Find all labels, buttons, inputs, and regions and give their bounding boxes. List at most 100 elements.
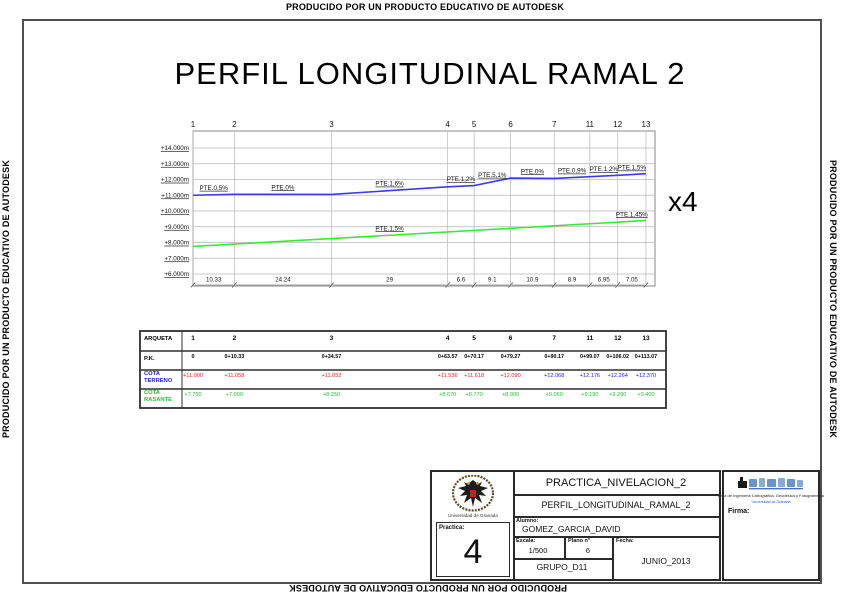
arqueta-cell: 6 [508,335,513,342]
station-number: 12 [613,120,622,129]
vertical-exaggeration-note: x4 [668,186,698,217]
plano-value: 6 [585,546,591,555]
pk-cell: 0+99.07 [580,354,600,360]
arqueta-cell: 5 [472,335,476,342]
station-number: 1 [191,120,196,129]
fecha-value: JUNIO_2013 [641,556,691,566]
cota-rasante-cell: +9.400 [637,392,655,398]
partial-distance-label: 10.9 [526,277,539,284]
drawing-title: PERFIL LONGITUDINAL RAMAL 2 [174,56,686,91]
slope-label: PTE.1,2% [590,166,619,173]
partial-distance-label: 29 [386,277,393,284]
station-number: 2 [232,120,237,129]
cota-rasante-cell: +7.750 [184,392,202,398]
table-row-header: ARQUETA [144,336,173,342]
title-block: Universidad de Granada Practica: 4 PRACT… [430,470,721,581]
university-name: Universidad de Granada [448,513,498,518]
station-number: 11 [586,120,595,129]
dimension-tick [445,282,451,288]
dimension-tick [643,282,649,288]
sheet-border [22,19,822,584]
title-block-divider [513,494,719,496]
pk-cell: 0+106.02 [606,354,630,360]
fecha-label: Fecha: [616,538,634,544]
elevation-axis-label: +13.000m [161,161,189,168]
slope-label: PTE.1,5% [375,225,404,232]
pk-cell: 0+79.27 [500,354,521,360]
dimension-tick [190,282,196,288]
cota-rasante-cell: +8.250 [322,392,341,398]
escala-value: 1/500 [528,546,548,555]
elevation-axis-label: +11.000m [161,192,189,199]
cota-rasante-cell: +9.290 [609,392,627,398]
elevation-axis-label: +8.000m [164,240,189,247]
plot-border [192,130,656,287]
cota-rasante-cell: +8.900 [501,392,520,398]
arqueta-cell: 7 [552,335,557,342]
dimension-tick [471,282,477,288]
partial-distance-label: 6.6 [457,277,466,284]
slope-label: PTE.0% [521,168,544,175]
cota-rasante-cell: +9.060 [545,392,563,398]
terreno-profile-line [192,172,647,197]
elevation-axis-label: +12.000m [161,177,189,184]
cota-terreno-cell: +11.000 [183,373,203,379]
cota-terreno-cell: +11.536 [437,373,458,379]
table-row-header: TERRENO [144,378,173,384]
cota-rasante-cell: +9.190 [581,392,599,398]
escala-label: Escala: [516,538,536,544]
plano-label: Plano n° [568,538,591,544]
elevation-axis-label: +9.000m [164,224,189,231]
autodesk-banner-top: PRODUCIDO POR UN PRODUCTO EDUCATIVO DE A… [285,2,565,12]
elevation-axis-label: +6.000m [164,271,189,278]
dimension-tick [587,282,593,288]
dimension-tick [615,282,621,288]
arqueta-cell: 4 [445,335,450,342]
logo-caption-2: Universidad de Granada [751,500,791,504]
cota-rasante-cell: +8.770 [465,392,483,398]
practica-label: Practica: [439,525,465,531]
cota-terreno-cell: +11.058 [224,373,245,379]
arqueta-cell: 12 [614,335,622,342]
university-crest-icon [452,475,494,512]
elevation-axis-label: +14.000m [161,145,189,152]
station-number: 13 [642,120,651,129]
cota-rasante-cell: +7.900 [225,392,244,398]
station-number: 7 [552,120,557,129]
partial-distance-label: 9.1 [488,277,497,284]
title-block-divider [564,536,566,558]
title-block-divider [513,536,719,538]
cota-terreno-cell: +11.052 [321,373,342,379]
partial-distance-label: 10.33 [206,277,222,284]
partial-distance-label: 8.9 [568,277,577,284]
cota-rasante-cell: +8.670 [439,392,457,398]
slope-label: PTE.1,2% [447,176,476,183]
drawing-name: PERFIL_LONGITUDINAL_RAMAL_2 [541,500,691,510]
cota-terreno-cell: +11.618 [464,373,485,379]
pk-cell: 0+63.57 [437,354,458,360]
cota-terreno-cell: +12.068 [544,373,565,379]
rasante-profile-line [192,219,647,248]
alumno-value: GOMEZ_GARCIA_DAVID [522,524,621,534]
alumno-label: Alumno: [516,518,539,524]
title-block-divider [513,472,515,579]
cota-terreno-cell: +12.264 [607,373,628,379]
dimension-tick [551,282,557,288]
practica-number: 4 [463,533,483,571]
station-number: 4 [445,120,450,129]
title-block-divider [513,558,612,560]
table-row-header: COTA [144,371,160,377]
cota-terreno-cell: +12.090 [500,373,521,379]
station-number: 5 [472,120,477,129]
dimension-tick [328,282,335,288]
slope-label: PTE.1,6% [375,181,404,188]
pk-cell: 0 [191,354,195,360]
pk-cell: 0+70.17 [464,354,484,360]
partial-distance-label: 7.05 [626,277,639,284]
title-block-divider [612,536,614,579]
department-logo-icon [738,477,803,490]
logo-caption-1: Area de Ingenieria Cartografica, Geodesi… [717,493,825,498]
slope-label: PTE.0,9% [558,168,587,175]
table-row-header: COTA [144,390,160,396]
